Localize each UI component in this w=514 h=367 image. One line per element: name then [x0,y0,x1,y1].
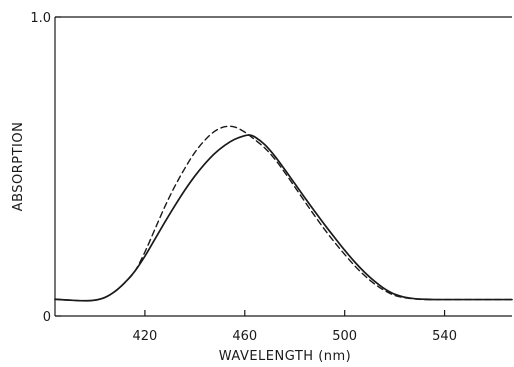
axes [54,16,512,317]
y-tick-label: 1.0 [30,11,51,26]
x-tick-label: 420 [132,329,157,344]
series [54,125,513,302]
x-tick-label: 460 [232,329,257,344]
dashed-series-line [54,125,513,302]
x-axis-title: WAVELENGTH (nm) [219,349,352,364]
ticks: 420 460 500 540 0 1.0 [30,11,457,344]
solid-series-line [54,134,513,302]
x-tick-label: 500 [332,329,357,344]
y-axis-title: ABSORPTION [11,122,26,212]
x-tick-label: 540 [432,329,457,344]
y-tick-label: 0 [43,310,51,325]
